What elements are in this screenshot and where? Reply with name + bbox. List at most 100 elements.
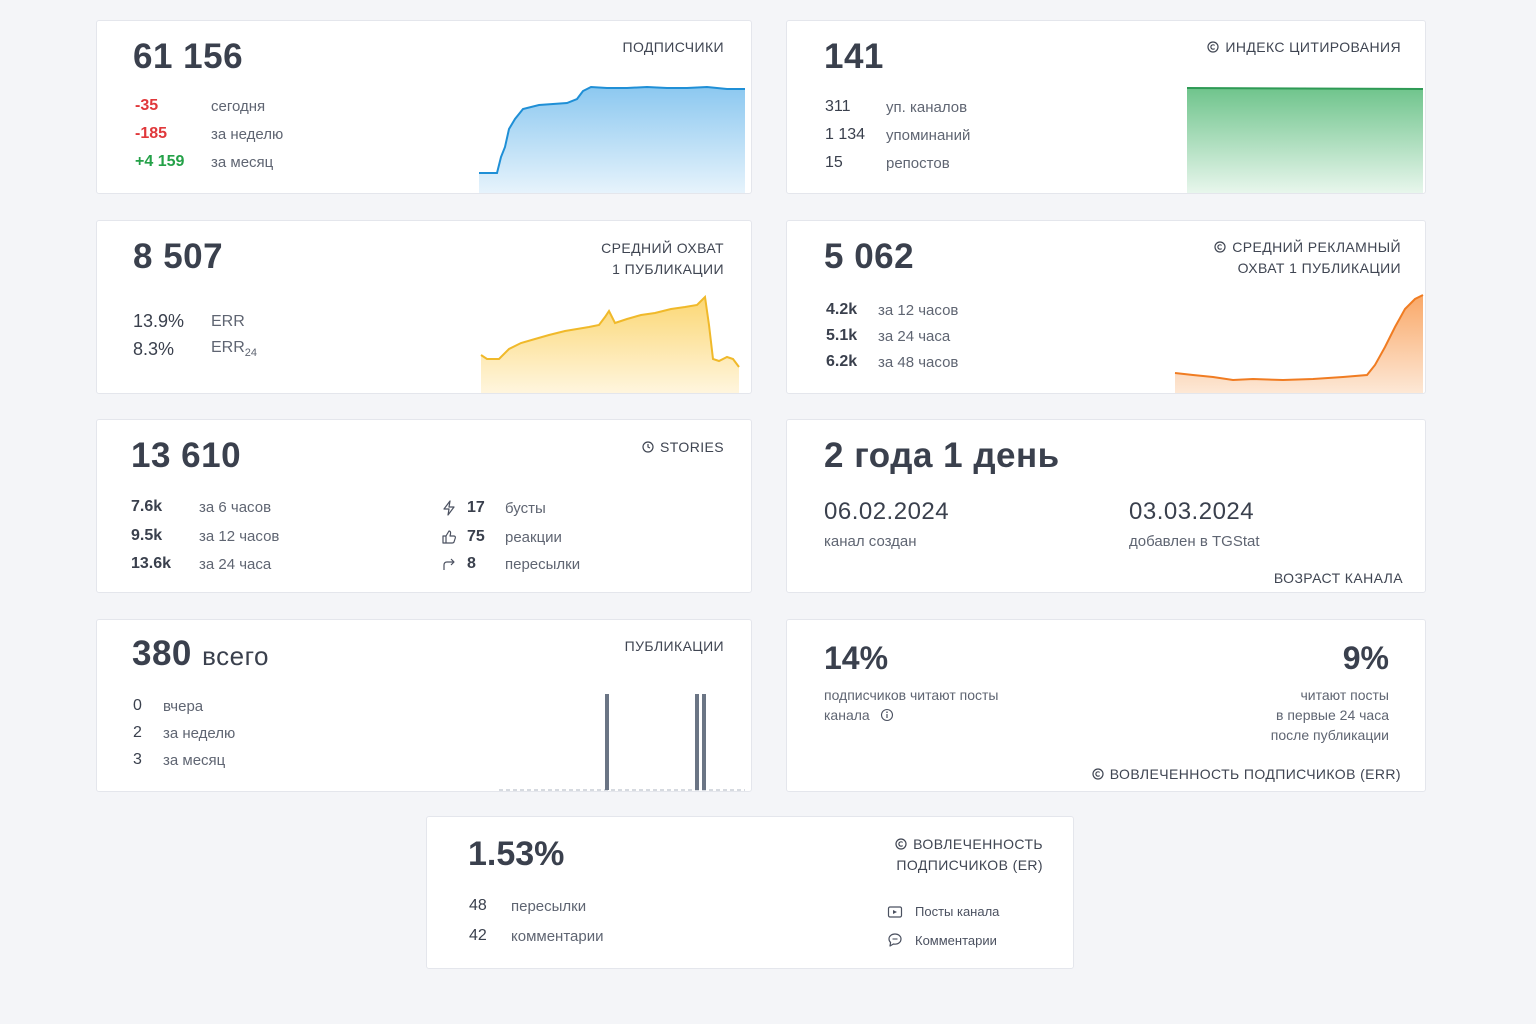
publications-week-row: 2 за неделю bbox=[133, 724, 235, 742]
subscribers-chart-area bbox=[479, 87, 745, 193]
err-title: ВОВЛЕЧЕННОСТЬ ПОДПИСЧИКОВ (ERR) bbox=[1092, 764, 1401, 785]
stories-12h-value: 9.5k bbox=[131, 527, 163, 544]
subscribers-title: ПОДПИСЧИКИ bbox=[622, 39, 724, 55]
clock-icon bbox=[642, 441, 654, 453]
channel-age-title: ВОЗРАСТ КАНАЛА bbox=[1273, 570, 1403, 586]
citation-channels-row: 311 уп. каналов bbox=[825, 98, 967, 116]
er-title-line1: ВОВЛЕЧЕННОСТЬ bbox=[913, 836, 1043, 852]
stories-title: STORIES bbox=[642, 437, 724, 458]
err-right-note-line1: читают посты bbox=[1300, 687, 1390, 703]
legend-comments[interactable]: Комментарии bbox=[887, 932, 997, 948]
lightning-icon bbox=[443, 500, 455, 516]
channel-posts-icon bbox=[887, 905, 903, 918]
ad-reach-chart[interactable] bbox=[1173, 291, 1425, 394]
copyright-icon bbox=[1207, 41, 1219, 53]
created-date: 06.02.2024 bbox=[824, 498, 950, 525]
publications-value: 380 всего bbox=[132, 634, 269, 674]
ad-reach-title-line1: СРЕДНИЙ РЕКЛАМНЫЙ bbox=[1232, 239, 1401, 255]
subscribers-today-value: -35 bbox=[135, 97, 159, 114]
subscribers-week-value: -185 bbox=[135, 125, 168, 142]
legend-channel-posts[interactable]: Посты канала bbox=[887, 904, 999, 919]
er-forwards-row: 48 пересылки bbox=[469, 897, 586, 915]
copyright-icon bbox=[895, 838, 907, 850]
err24-label-sub: 24 bbox=[244, 347, 258, 360]
subscribers-card[interactable]: 61 156 ПОДПИСЧИКИ -35 сегодня -185 за не… bbox=[96, 20, 752, 194]
publications-bar bbox=[695, 694, 699, 790]
publications-total: 380 bbox=[132, 634, 192, 673]
stories-12h-row: 9.5k за 12 часов bbox=[131, 527, 279, 545]
comments-icon bbox=[888, 933, 902, 947]
avg-reach-err24-label: ERR24 bbox=[211, 339, 257, 359]
ad-reach-card[interactable]: 5 062 СРЕДНИЙ РЕКЛАМНЫЙ ОХВАТ 1 ПУБЛИКАЦ… bbox=[786, 220, 1426, 394]
ad-reach-chart-line bbox=[1174, 294, 1424, 382]
stories-reactions-row: 75 реакции bbox=[441, 528, 562, 546]
ad-reach-24h-label: за 24 часа bbox=[878, 327, 951, 345]
subscribers-week-label: за неделю bbox=[211, 125, 284, 143]
err-right-note: читают посты в первые 24 часа после публ… bbox=[1271, 685, 1389, 745]
citation-chart-line bbox=[1186, 87, 1424, 90]
er-comments-value: 42 bbox=[469, 927, 487, 944]
copyright-icon bbox=[1214, 241, 1226, 253]
citation-card[interactable]: 141 ИНДЕКС ЦИТИРОВАНИЯ 311 уп. каналов 1… bbox=[786, 20, 1426, 194]
publications-yesterday-label: вчера bbox=[163, 697, 204, 715]
subscribers-month-label: за месяц bbox=[211, 153, 274, 171]
stories-reactions-label: реакции bbox=[505, 528, 562, 546]
subscribers-chart-line bbox=[479, 85, 745, 174]
stories-card[interactable]: 13 610 STORIES 7.6k за 6 часов 9.5k за 1… bbox=[96, 419, 752, 593]
err24-label-text: ERR bbox=[211, 339, 245, 357]
publications-month-row: 3 за месяц bbox=[133, 751, 225, 769]
citation-channels-value: 311 bbox=[825, 98, 851, 115]
subscribers-chart[interactable] bbox=[477, 79, 749, 194]
ad-reach-48h-label: за 48 часов bbox=[878, 353, 959, 371]
citation-title-text: ИНДЕКС ЦИТИРОВАНИЯ bbox=[1225, 39, 1401, 55]
citation-mentions-label: упоминаний bbox=[886, 126, 971, 144]
avg-reach-chart-line bbox=[480, 294, 740, 368]
stories-reactions-value: 75 bbox=[467, 528, 485, 545]
ad-reach-12h-label: за 12 часов bbox=[878, 301, 959, 319]
err-card[interactable]: 14% подписчиков читают посты канала 9% ч… bbox=[786, 619, 1426, 792]
err-right-value: 9% bbox=[1342, 640, 1389, 676]
channel-age-card[interactable]: 2 года 1 день 06.02.2024 канал создан 03… bbox=[786, 419, 1426, 593]
publications-title: ПУБЛИКАЦИИ bbox=[624, 638, 724, 654]
stories-24h-value: 13.6k bbox=[131, 555, 172, 572]
publications-chart[interactable] bbox=[497, 690, 747, 792]
avg-reach-title-line2: 1 ПУБЛИКАЦИИ bbox=[612, 261, 724, 277]
info-icon[interactable] bbox=[880, 708, 894, 722]
ad-reach-chart-area bbox=[1175, 295, 1423, 393]
stories-6h-label: за 6 часов bbox=[199, 498, 272, 516]
ad-reach-value: 5 062 bbox=[824, 237, 915, 276]
avg-reach-card[interactable]: 8 507 СРЕДНИЙ ОХВАТ 1 ПУБЛИКАЦИИ 13.9% E… bbox=[96, 220, 752, 394]
stories-24h-label: за 24 часа bbox=[199, 555, 272, 573]
avg-reach-err-value: 13.9% bbox=[133, 311, 185, 331]
subscribers-month-value: +4 159 bbox=[135, 153, 185, 170]
publications-yesterday-row: 0 вчера bbox=[133, 697, 203, 715]
ad-reach-title-line2: ОХВАТ 1 ПУБЛИКАЦИИ bbox=[1237, 260, 1401, 276]
err-left-note-line1: подписчиков читают посты bbox=[824, 687, 999, 703]
er-card[interactable]: 1.53% ВОВЛЕЧЕННОСТЬ ПОДПИСЧИКОВ (ER) 48 … bbox=[426, 816, 1074, 969]
stories-24h-row: 13.6k за 24 часа bbox=[131, 555, 271, 573]
publications-yesterday-value: 0 bbox=[133, 697, 142, 714]
citation-title: ИНДЕКС ЦИТИРОВАНИЯ bbox=[1207, 37, 1401, 58]
citation-chart[interactable] bbox=[1185, 85, 1425, 194]
publications-card[interactable]: 380 всего ПУБЛИКАЦИИ 0 вчера 2 за неделю… bbox=[96, 619, 752, 792]
avg-reach-err24-row: 8.3% ERR24 bbox=[133, 339, 257, 360]
avg-reach-chart[interactable] bbox=[477, 287, 749, 394]
publications-month-value: 3 bbox=[133, 751, 142, 768]
copyright-icon bbox=[1092, 768, 1104, 780]
subscribers-today-label: сегодня bbox=[211, 97, 266, 115]
publications-week-value: 2 bbox=[133, 724, 142, 741]
ad-reach-title: СРЕДНИЙ РЕКЛАМНЫЙ ОХВАТ 1 ПУБЛИКАЦИИ bbox=[1214, 237, 1401, 279]
avg-reach-value: 8 507 bbox=[133, 237, 224, 276]
stories-boosts-label: бусты bbox=[505, 499, 546, 517]
channel-age-value: 2 года 1 день bbox=[824, 436, 1060, 475]
publications-month-label: за месяц bbox=[163, 751, 226, 769]
avg-reach-title-line1: СРЕДНИЙ ОХВАТ bbox=[601, 240, 724, 256]
subscribers-month-row: +4 159 за месяц bbox=[135, 153, 273, 171]
er-title-line2: ПОДПИСЧИКОВ (ER) bbox=[896, 857, 1043, 873]
publications-week-label: за неделю bbox=[163, 724, 236, 742]
stories-6h-row: 7.6k за 6 часов bbox=[131, 498, 271, 516]
citation-reposts-label: репостов bbox=[886, 154, 950, 172]
avg-reach-err24-value: 8.3% bbox=[133, 339, 175, 359]
ad-reach-12h-row: 4.2k за 12 часов bbox=[826, 301, 958, 319]
added-label: добавлен в TGStat bbox=[1129, 533, 1260, 550]
